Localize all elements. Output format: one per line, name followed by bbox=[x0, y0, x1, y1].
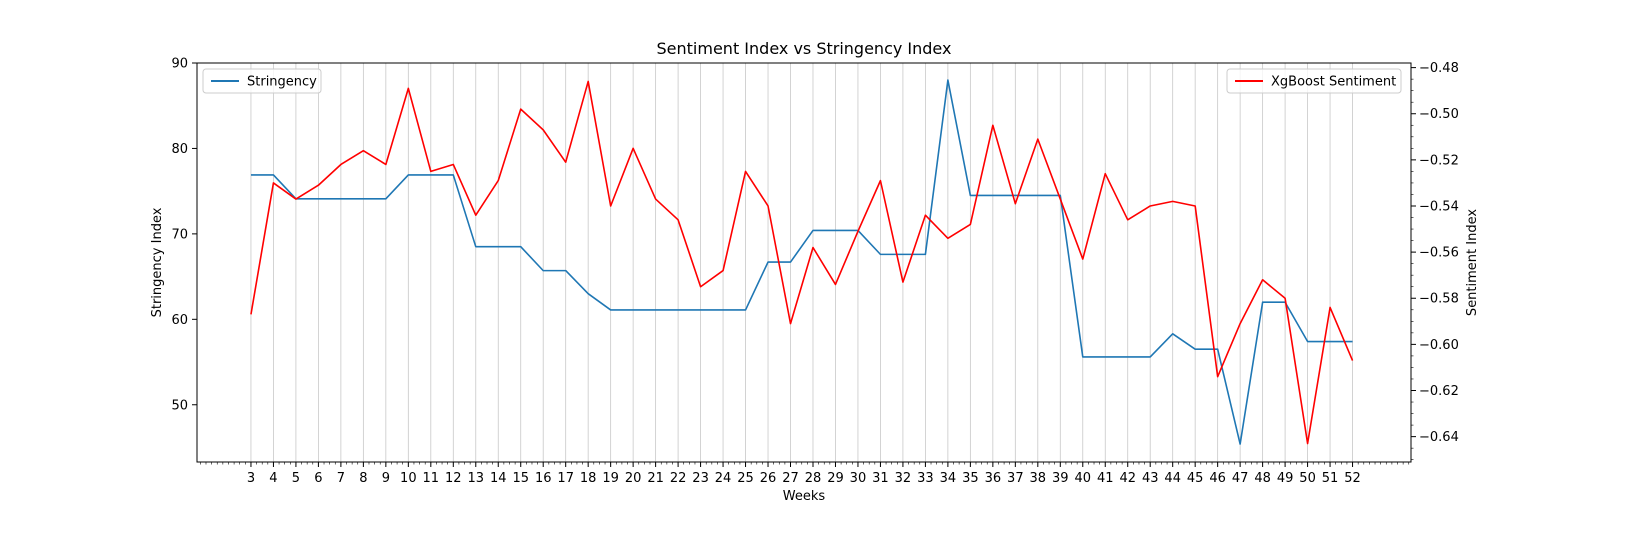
legend-label-sentiment: XgBoost Sentiment bbox=[1271, 75, 1396, 90]
x-tick-label-week-25: 25 bbox=[737, 471, 754, 486]
x-tick-label-week-22: 22 bbox=[670, 471, 687, 486]
x-tick-label-week-9: 9 bbox=[382, 471, 390, 486]
x-tick-label-week-5: 5 bbox=[292, 471, 300, 486]
vertical-gridlines bbox=[250, 63, 1353, 462]
x-tick-label-week-44: 44 bbox=[1164, 471, 1181, 486]
left-y-axis-title: Stringency Index bbox=[150, 207, 165, 317]
x-tick-label-week-32: 32 bbox=[895, 471, 912, 486]
right-y-tick-label: −0.54 bbox=[1419, 199, 1459, 214]
x-tick-label-week-42: 42 bbox=[1119, 471, 1136, 486]
x-tick-label-week-48: 48 bbox=[1254, 471, 1271, 486]
x-tick-label-week-36: 36 bbox=[985, 471, 1002, 486]
series-line-stringency bbox=[250, 79, 1353, 445]
x-tick-label-week-23: 23 bbox=[692, 471, 709, 486]
x-tick-label-week-20: 20 bbox=[625, 471, 642, 486]
left-y-tick-label-70: 70 bbox=[171, 227, 188, 242]
x-tick-label-week-6: 6 bbox=[314, 471, 322, 486]
right-y-tick-label: −0.50 bbox=[1419, 107, 1459, 122]
right-y-tick-label: −0.56 bbox=[1419, 246, 1459, 261]
x-tick-label-week-47: 47 bbox=[1232, 471, 1249, 486]
left-y-axis-ticks: 50 60 70 80 90 bbox=[171, 57, 197, 413]
x-tick-label-week-46: 46 bbox=[1209, 471, 1226, 486]
x-axis-title: Weeks bbox=[783, 489, 826, 504]
x-tick-label-week-26: 26 bbox=[760, 471, 777, 486]
legend-sentiment: XgBoost Sentiment bbox=[1226, 68, 1402, 94]
x-tick-label-week-45: 45 bbox=[1187, 471, 1204, 486]
x-tick-label-week-4: 4 bbox=[269, 471, 277, 486]
right-y-tick-label: −0.60 bbox=[1419, 338, 1459, 353]
x-tick-label-week-16: 16 bbox=[535, 471, 552, 486]
left-y-tick-label-50: 50 bbox=[171, 398, 188, 413]
x-tick-label-week-52: 52 bbox=[1344, 471, 1361, 486]
series-lines bbox=[250, 79, 1354, 445]
left-y-tick-label-90: 90 bbox=[171, 57, 188, 72]
x-tick-label-week-17: 17 bbox=[557, 471, 574, 486]
legend-stringency: Stringency bbox=[202, 68, 322, 94]
chart-title: Sentiment Index vs Stringency Index bbox=[657, 39, 952, 58]
x-tick-label-week-24: 24 bbox=[715, 471, 732, 486]
right-y-tick-label: −0.62 bbox=[1419, 384, 1459, 399]
x-tick-label-week-28: 28 bbox=[805, 471, 822, 486]
legend-box bbox=[1226, 68, 1402, 94]
x-tick-label-week-34: 34 bbox=[940, 471, 957, 486]
right-y-tick-label: −0.64 bbox=[1419, 430, 1459, 445]
series-line-xgboost-sentiment bbox=[250, 80, 1354, 445]
right-y-tick-label: −0.48 bbox=[1419, 61, 1459, 76]
x-tick-label-week-3: 3 bbox=[247, 471, 255, 486]
x-tick-label-week-18: 18 bbox=[580, 471, 597, 486]
x-tick-label-week-14: 14 bbox=[490, 471, 507, 486]
x-tick-label-week-35: 35 bbox=[962, 471, 979, 486]
right-y-tick-label: −0.58 bbox=[1419, 292, 1459, 307]
x-tick-label-week-39: 39 bbox=[1052, 471, 1069, 486]
x-tick-label-week-40: 40 bbox=[1074, 471, 1091, 486]
axes bbox=[196, 62, 1412, 463]
x-tick-label-week-19: 19 bbox=[602, 471, 619, 486]
x-tick-label-week-38: 38 bbox=[1030, 471, 1047, 486]
x-tick-label-week-21: 21 bbox=[647, 471, 664, 486]
legend-box bbox=[202, 68, 322, 94]
x-tick-label-week-7: 7 bbox=[337, 471, 345, 486]
x-tick-label-week-27: 27 bbox=[782, 471, 799, 486]
right-y-axis-title: Sentiment Index bbox=[1465, 209, 1480, 316]
legend-label-stringency: Stringency bbox=[247, 75, 317, 90]
x-tick-label-week-13: 13 bbox=[467, 471, 484, 486]
x-tick-label-week-29: 29 bbox=[827, 471, 844, 486]
right-y-axis-ticks: −0.48 −0.50 −0.52 −0.54 −0.56 −0.58 −0.60 −0.62… bbox=[1411, 61, 1459, 460]
x-tick-label-week-15: 15 bbox=[512, 471, 529, 486]
x-tick-label-week-37: 37 bbox=[1007, 471, 1024, 486]
x-tick-label-week-10: 10 bbox=[400, 471, 417, 486]
x-axis-ticks: 3 4 5 6 7 8 9 10 11 12 13 14 15 16 17 18 19 20 21 22 23 24 25 2… bbox=[200, 462, 1410, 486]
x-tick-label-week-49: 49 bbox=[1277, 471, 1294, 486]
x-tick-label-week-8: 8 bbox=[359, 471, 367, 486]
plot-frame bbox=[196, 62, 1412, 463]
x-tick-label-week-12: 12 bbox=[445, 471, 462, 486]
x-tick-label-week-30: 30 bbox=[850, 471, 867, 486]
x-tick-label-week-43: 43 bbox=[1142, 471, 1159, 486]
x-tick-label-week-41: 41 bbox=[1097, 471, 1114, 486]
x-tick-label-week-33: 33 bbox=[917, 471, 934, 486]
x-tick-label-week-51: 51 bbox=[1322, 471, 1339, 486]
x-tick-label-week-11: 11 bbox=[423, 471, 440, 486]
x-tick-label-week-50: 50 bbox=[1299, 471, 1316, 486]
left-y-tick-label-60: 60 bbox=[171, 313, 188, 328]
right-y-tick-label: −0.52 bbox=[1419, 153, 1459, 168]
left-y-tick-label-80: 80 bbox=[171, 142, 188, 157]
x-tick-label-week-31: 31 bbox=[872, 471, 889, 486]
